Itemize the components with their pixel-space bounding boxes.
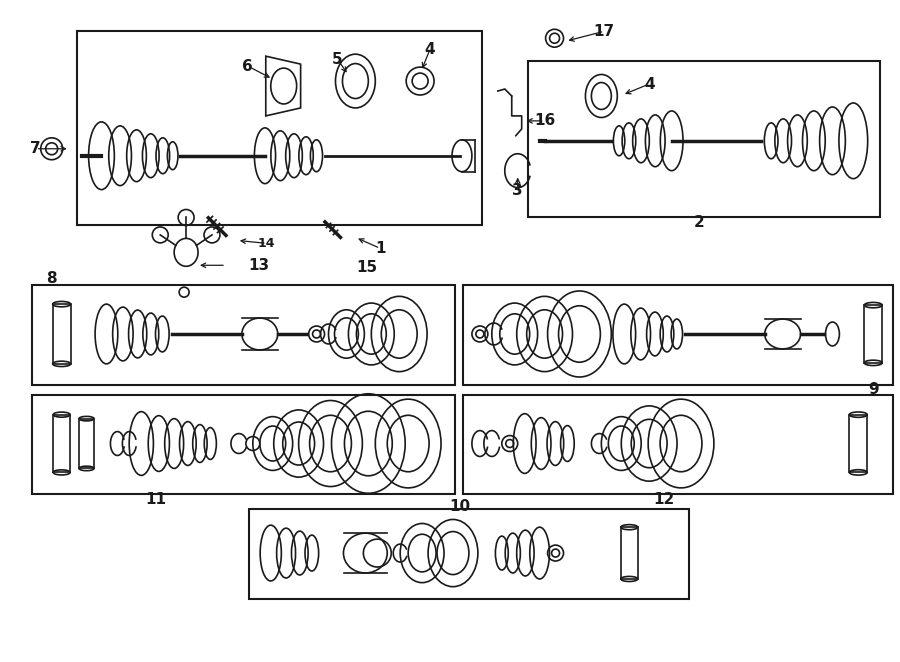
Text: 11: 11 [146, 492, 166, 507]
Text: 1: 1 [375, 241, 385, 256]
Text: 15: 15 [356, 260, 378, 275]
Bar [79, 418, 94, 469]
Bar [53, 414, 70, 473]
Text: 16: 16 [534, 113, 555, 128]
Bar [527, 61, 880, 218]
Text: 5: 5 [332, 52, 343, 67]
Bar [621, 527, 638, 579]
Bar [32, 395, 455, 495]
Bar [463, 285, 893, 385]
Bar [76, 31, 482, 226]
Bar [248, 509, 689, 599]
Bar [864, 305, 882, 363]
Bar [463, 395, 893, 495]
Text: 14: 14 [258, 237, 275, 250]
Text: 6: 6 [242, 59, 253, 73]
Text: 4: 4 [425, 42, 436, 57]
Text: 17: 17 [594, 24, 615, 39]
Text: 12: 12 [653, 492, 675, 507]
Text: 3: 3 [512, 183, 523, 198]
Text: 7: 7 [31, 141, 41, 156]
Text: 8: 8 [47, 271, 57, 286]
Text: 10: 10 [449, 498, 471, 514]
Text: 2: 2 [694, 215, 705, 230]
Bar [32, 285, 455, 385]
Bar [850, 414, 868, 473]
Bar [53, 304, 70, 364]
Text: 9: 9 [868, 382, 878, 397]
Text: 4: 4 [644, 77, 654, 91]
Text: 13: 13 [248, 258, 269, 273]
